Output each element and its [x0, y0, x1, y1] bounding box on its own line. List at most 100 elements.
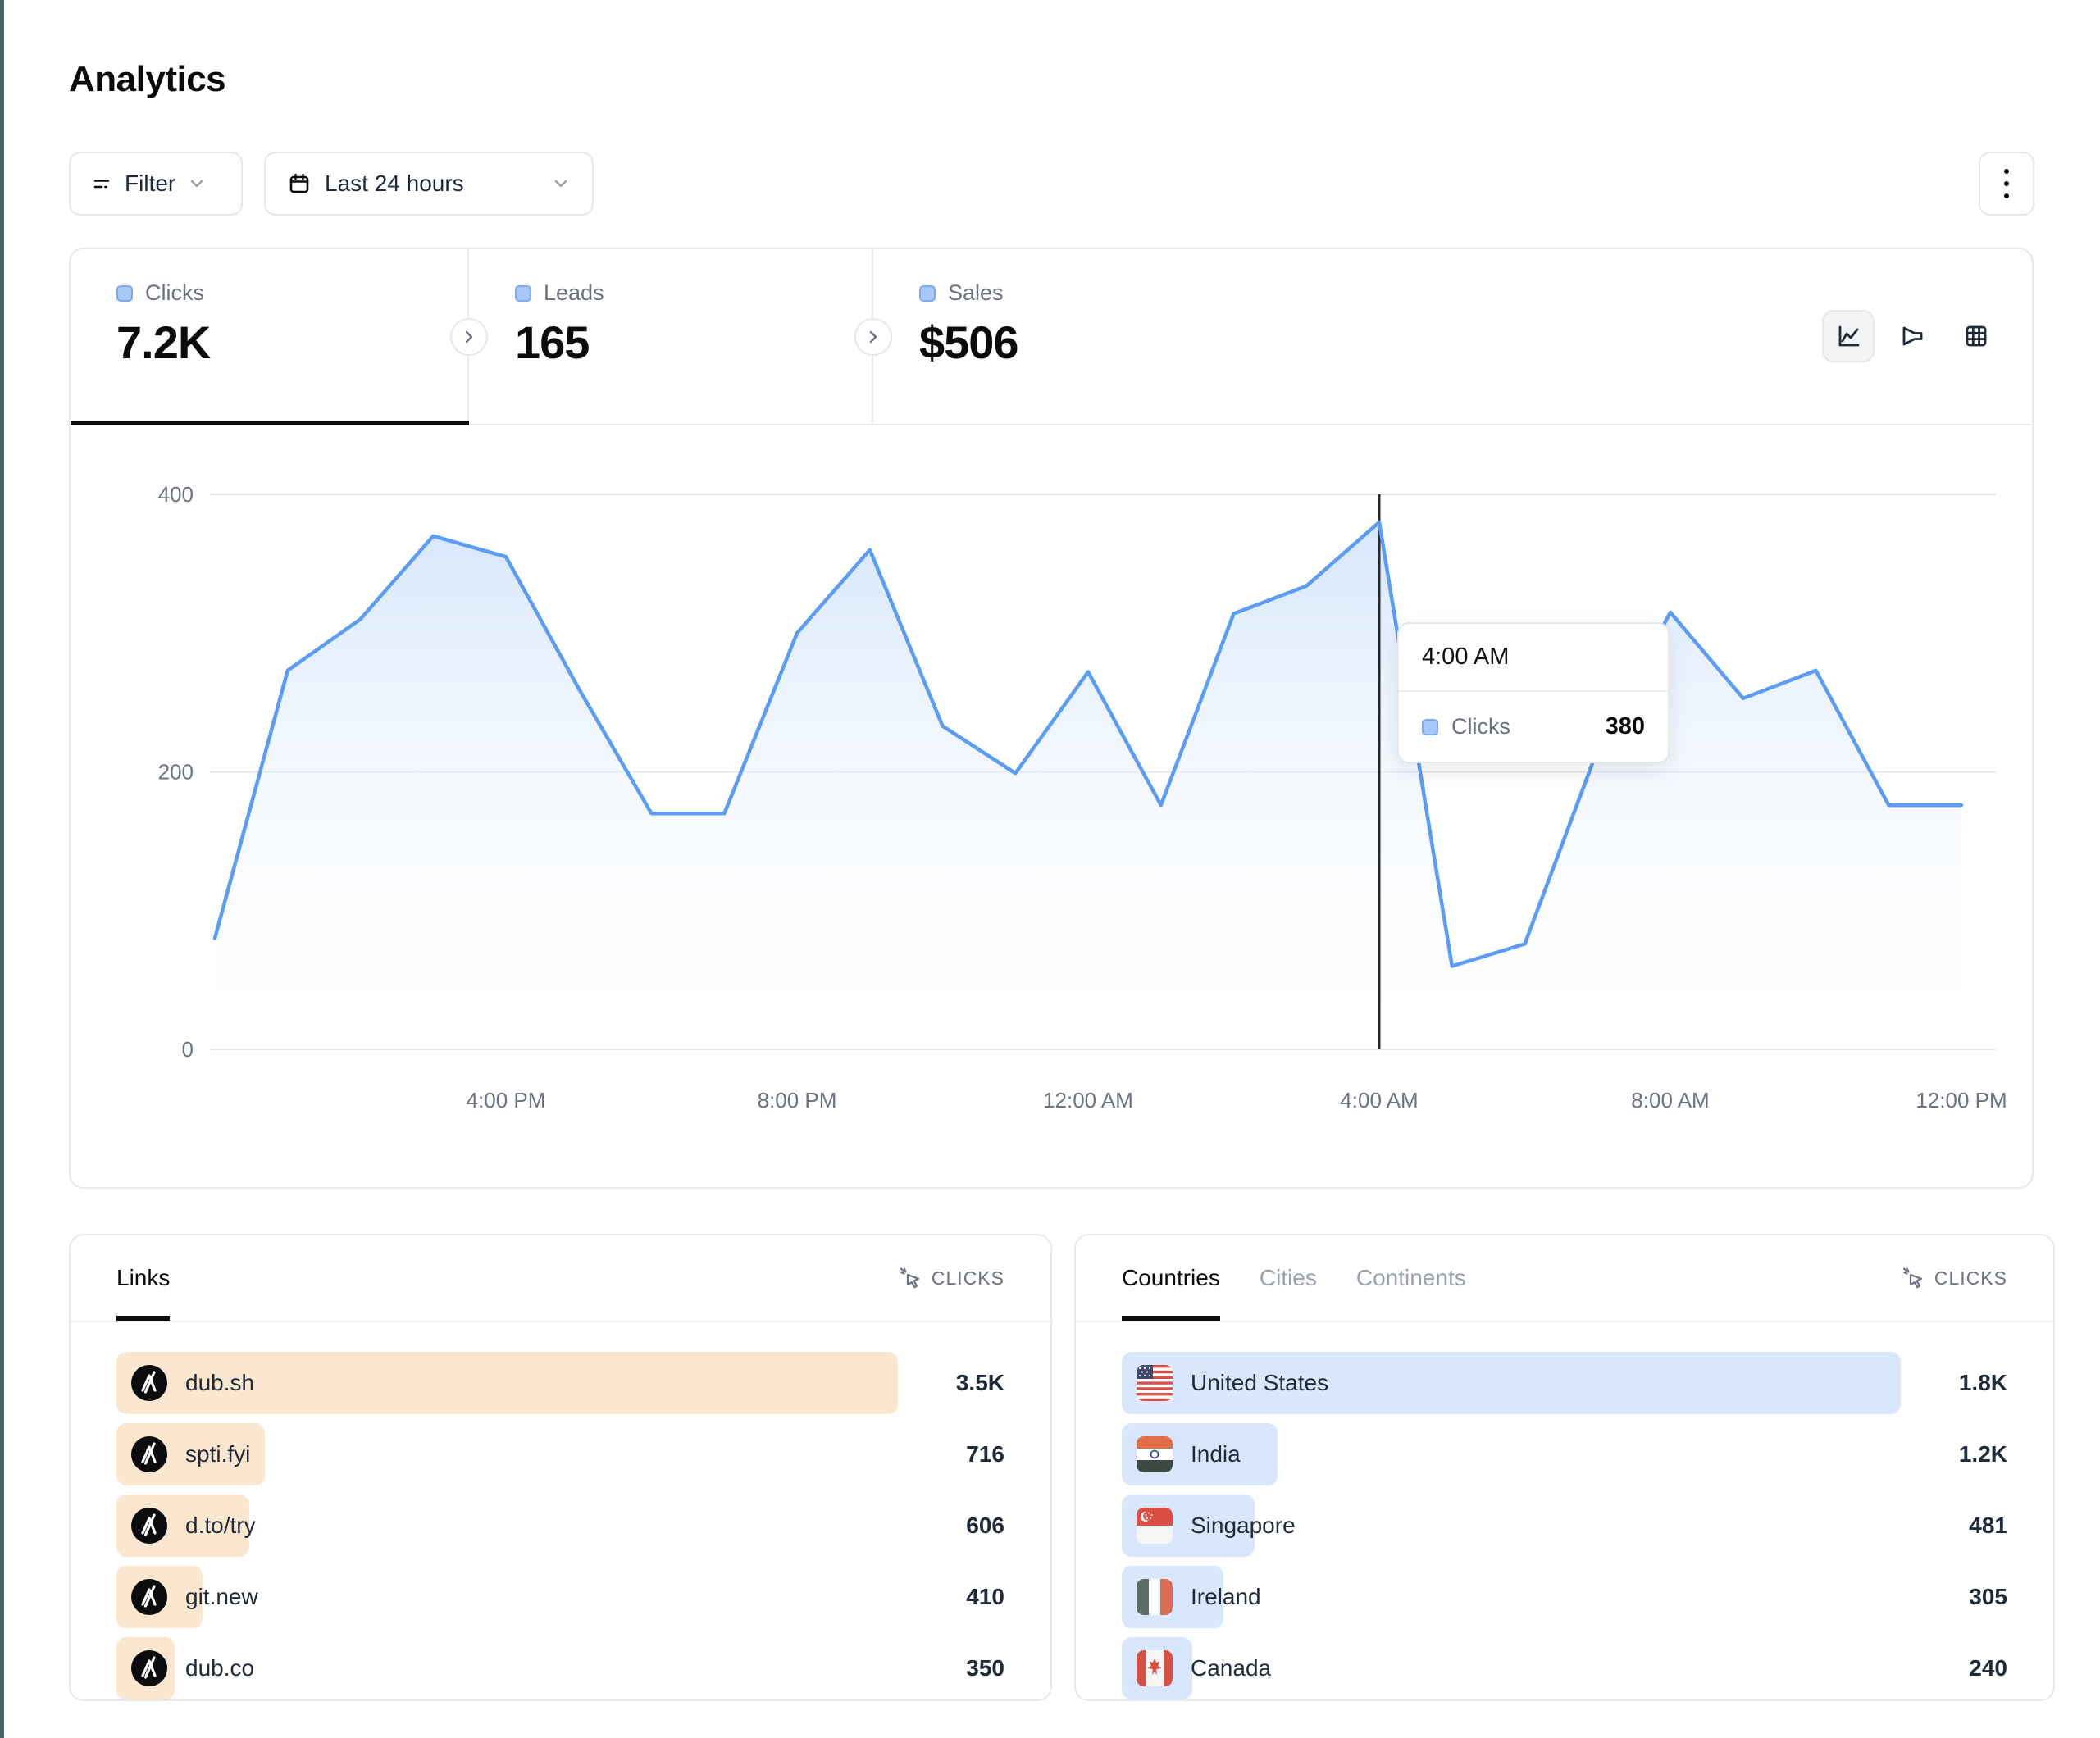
kebab-dot	[2004, 193, 2009, 198]
clicks-value: 7.2K	[116, 316, 211, 368]
page-title: Analytics	[69, 59, 226, 99]
kebab-dot	[2004, 181, 2009, 186]
leads-label: Leads	[544, 280, 604, 305]
date-range-label: Last 24 hours	[325, 171, 464, 196]
country-row-singapore[interactable]: Singapore 481	[1122, 1495, 2007, 1557]
link-bar	[116, 1352, 898, 1414]
leads-swatch-icon	[515, 284, 531, 302]
clicks-label: Clicks	[145, 280, 204, 305]
tab-cities[interactable]: Cities	[1259, 1265, 1317, 1290]
links-panel: Links CLICKS dub.sh 3.5K	[69, 1234, 1052, 1701]
country-row-ireland[interactable]: Ireland 305	[1122, 1566, 2007, 1628]
flag-canada-icon	[1137, 1650, 1173, 1686]
link-clicks-value: 350	[966, 1655, 1004, 1681]
dub-logo-icon	[131, 1436, 167, 1472]
line-chart-view-button[interactable]	[1822, 310, 1875, 362]
filter-button[interactable]: Filter	[69, 152, 243, 216]
svg-text:12:00 AM: 12:00 AM	[1043, 1088, 1133, 1112]
country-row-india[interactable]: India 1.2K	[1122, 1423, 2007, 1485]
link-row-dub-sh[interactable]: dub.sh 3.5K	[116, 1352, 1004, 1414]
date-range-button[interactable]: Last 24 hours	[264, 152, 594, 216]
cursor-click-icon	[1902, 1267, 1923, 1289]
flag-singapore-icon	[1137, 1508, 1173, 1544]
svg-text:4:00 AM: 4:00 AM	[1340, 1088, 1418, 1112]
tab-leads[interactable]: Leads 165	[469, 249, 873, 424]
links-metric-selector[interactable]: CLICKS	[899, 1267, 1004, 1290]
sales-swatch-icon	[919, 284, 936, 302]
chart-tooltip: 4:00 AM Clicks 380	[1397, 622, 1670, 763]
link-row-d-to-try[interactable]: d.to/try 606	[116, 1495, 1004, 1557]
clicks-chart-area[interactable]: 0 200 400 4:00 PM 8:00 PM 12:00 AM 4:00 AM 8:00…	[71, 425, 2032, 1189]
country-clicks-value: 240	[1969, 1655, 2007, 1681]
countries-metric-selector[interactable]: CLICKS	[1902, 1267, 2007, 1290]
active-tab-underline	[71, 421, 469, 425]
link-row-git-new[interactable]: git.new 410	[116, 1566, 1004, 1628]
country-clicks-value: 305	[1969, 1584, 2007, 1609]
sales-value: $506	[919, 316, 1019, 368]
calendar-icon	[287, 171, 312, 196]
country-bar	[1122, 1352, 1901, 1414]
country-row-canada[interactable]: Canada 240	[1122, 1637, 2007, 1699]
country-label: Ireland	[1191, 1584, 1261, 1609]
dub-logo-icon	[131, 1650, 167, 1686]
link-label: spti.fyi	[185, 1441, 251, 1467]
chevron-right-icon	[465, 330, 473, 344]
line-chart-icon	[1838, 325, 1860, 347]
link-clicks-value: 3.5K	[955, 1370, 1004, 1395]
more-options-button[interactable]	[1979, 152, 2034, 216]
svg-text:8:00 AM: 8:00 AM	[1631, 1088, 1709, 1112]
tab-sales[interactable]: Sales $506	[873, 249, 1019, 424]
country-label: Canada	[1191, 1655, 1272, 1681]
cursor-click-icon	[900, 1267, 920, 1289]
flag-india-icon	[1137, 1436, 1173, 1472]
links-rows: dub.sh 3.5K spti.fyi 716 d.to/try 606	[71, 1322, 1050, 1699]
dub-logo-icon	[131, 1579, 167, 1615]
svg-text:200: 200	[158, 760, 194, 785]
kebab-dot	[2004, 169, 2009, 174]
country-clicks-value: 481	[1969, 1513, 2007, 1538]
country-label: United States	[1191, 1370, 1329, 1395]
tab-clicks[interactable]: Clicks 7.2K	[71, 249, 469, 424]
table-view-button[interactable]	[1950, 310, 2002, 362]
link-label: d.to/try	[185, 1513, 256, 1538]
chevron-down-icon	[187, 174, 207, 193]
leads-value: 165	[515, 316, 590, 368]
link-row-dub-co[interactable]: dub.co 350	[116, 1637, 1004, 1699]
link-clicks-value: 410	[966, 1584, 1004, 1609]
tab-countries[interactable]: Countries	[1122, 1235, 1220, 1321]
clicks-area-chart: 0 200 400 4:00 PM 8:00 PM 12:00 AM 4:00 AM 8:00…	[158, 482, 2007, 1112]
filter-icon	[90, 172, 113, 195]
country-label: Singapore	[1191, 1513, 1296, 1538]
link-label: dub.co	[185, 1655, 255, 1681]
link-row-spti-fyi[interactable]: spti.fyi 716	[116, 1423, 1004, 1485]
links-metric-label: CLICKS	[931, 1267, 1004, 1289]
chart-type-controls	[1822, 310, 2002, 362]
link-clicks-value: 606	[966, 1513, 1004, 1538]
svg-text:12:00 PM: 12:00 PM	[1916, 1088, 2007, 1112]
filter-button-label: Filter	[125, 171, 176, 196]
link-label: git.new	[185, 1584, 258, 1609]
tab-links[interactable]: Links	[116, 1235, 170, 1321]
chevron-right-icon	[869, 330, 877, 344]
countries-metric-label: CLICKS	[1934, 1267, 2007, 1289]
svg-text:0: 0	[182, 1037, 194, 1062]
tooltip-series-swatch-icon	[1422, 718, 1438, 735]
links-panel-header: Links CLICKS	[71, 1235, 1050, 1322]
expand-clicks-chevron[interactable]	[450, 318, 488, 356]
country-label: India	[1191, 1441, 1241, 1467]
dub-logo-icon	[131, 1508, 167, 1544]
funnel-view-button[interactable]	[1886, 310, 1938, 362]
expand-leads-chevron[interactable]	[854, 318, 892, 356]
tooltip-time: 4:00 AM	[1399, 624, 1668, 692]
stats-row: Clicks 7.2K Leads 165 Sales $506	[71, 249, 2032, 425]
countries-rows: United States 1.8K India 1.2K	[1076, 1322, 2053, 1699]
sales-label: Sales	[948, 280, 1004, 305]
tooltip-series-label: Clicks	[1451, 714, 1510, 739]
flag-ireland-icon	[1137, 1579, 1173, 1615]
countries-panel-header: Countries Cities Continents CLICKS	[1076, 1235, 2053, 1322]
countries-panel: Countries Cities Continents CLICKS	[1074, 1234, 2055, 1701]
country-row-united-states[interactable]: United States 1.8K	[1122, 1352, 2007, 1414]
link-clicks-value: 716	[966, 1441, 1004, 1467]
tab-continents[interactable]: Continents	[1355, 1265, 1466, 1290]
